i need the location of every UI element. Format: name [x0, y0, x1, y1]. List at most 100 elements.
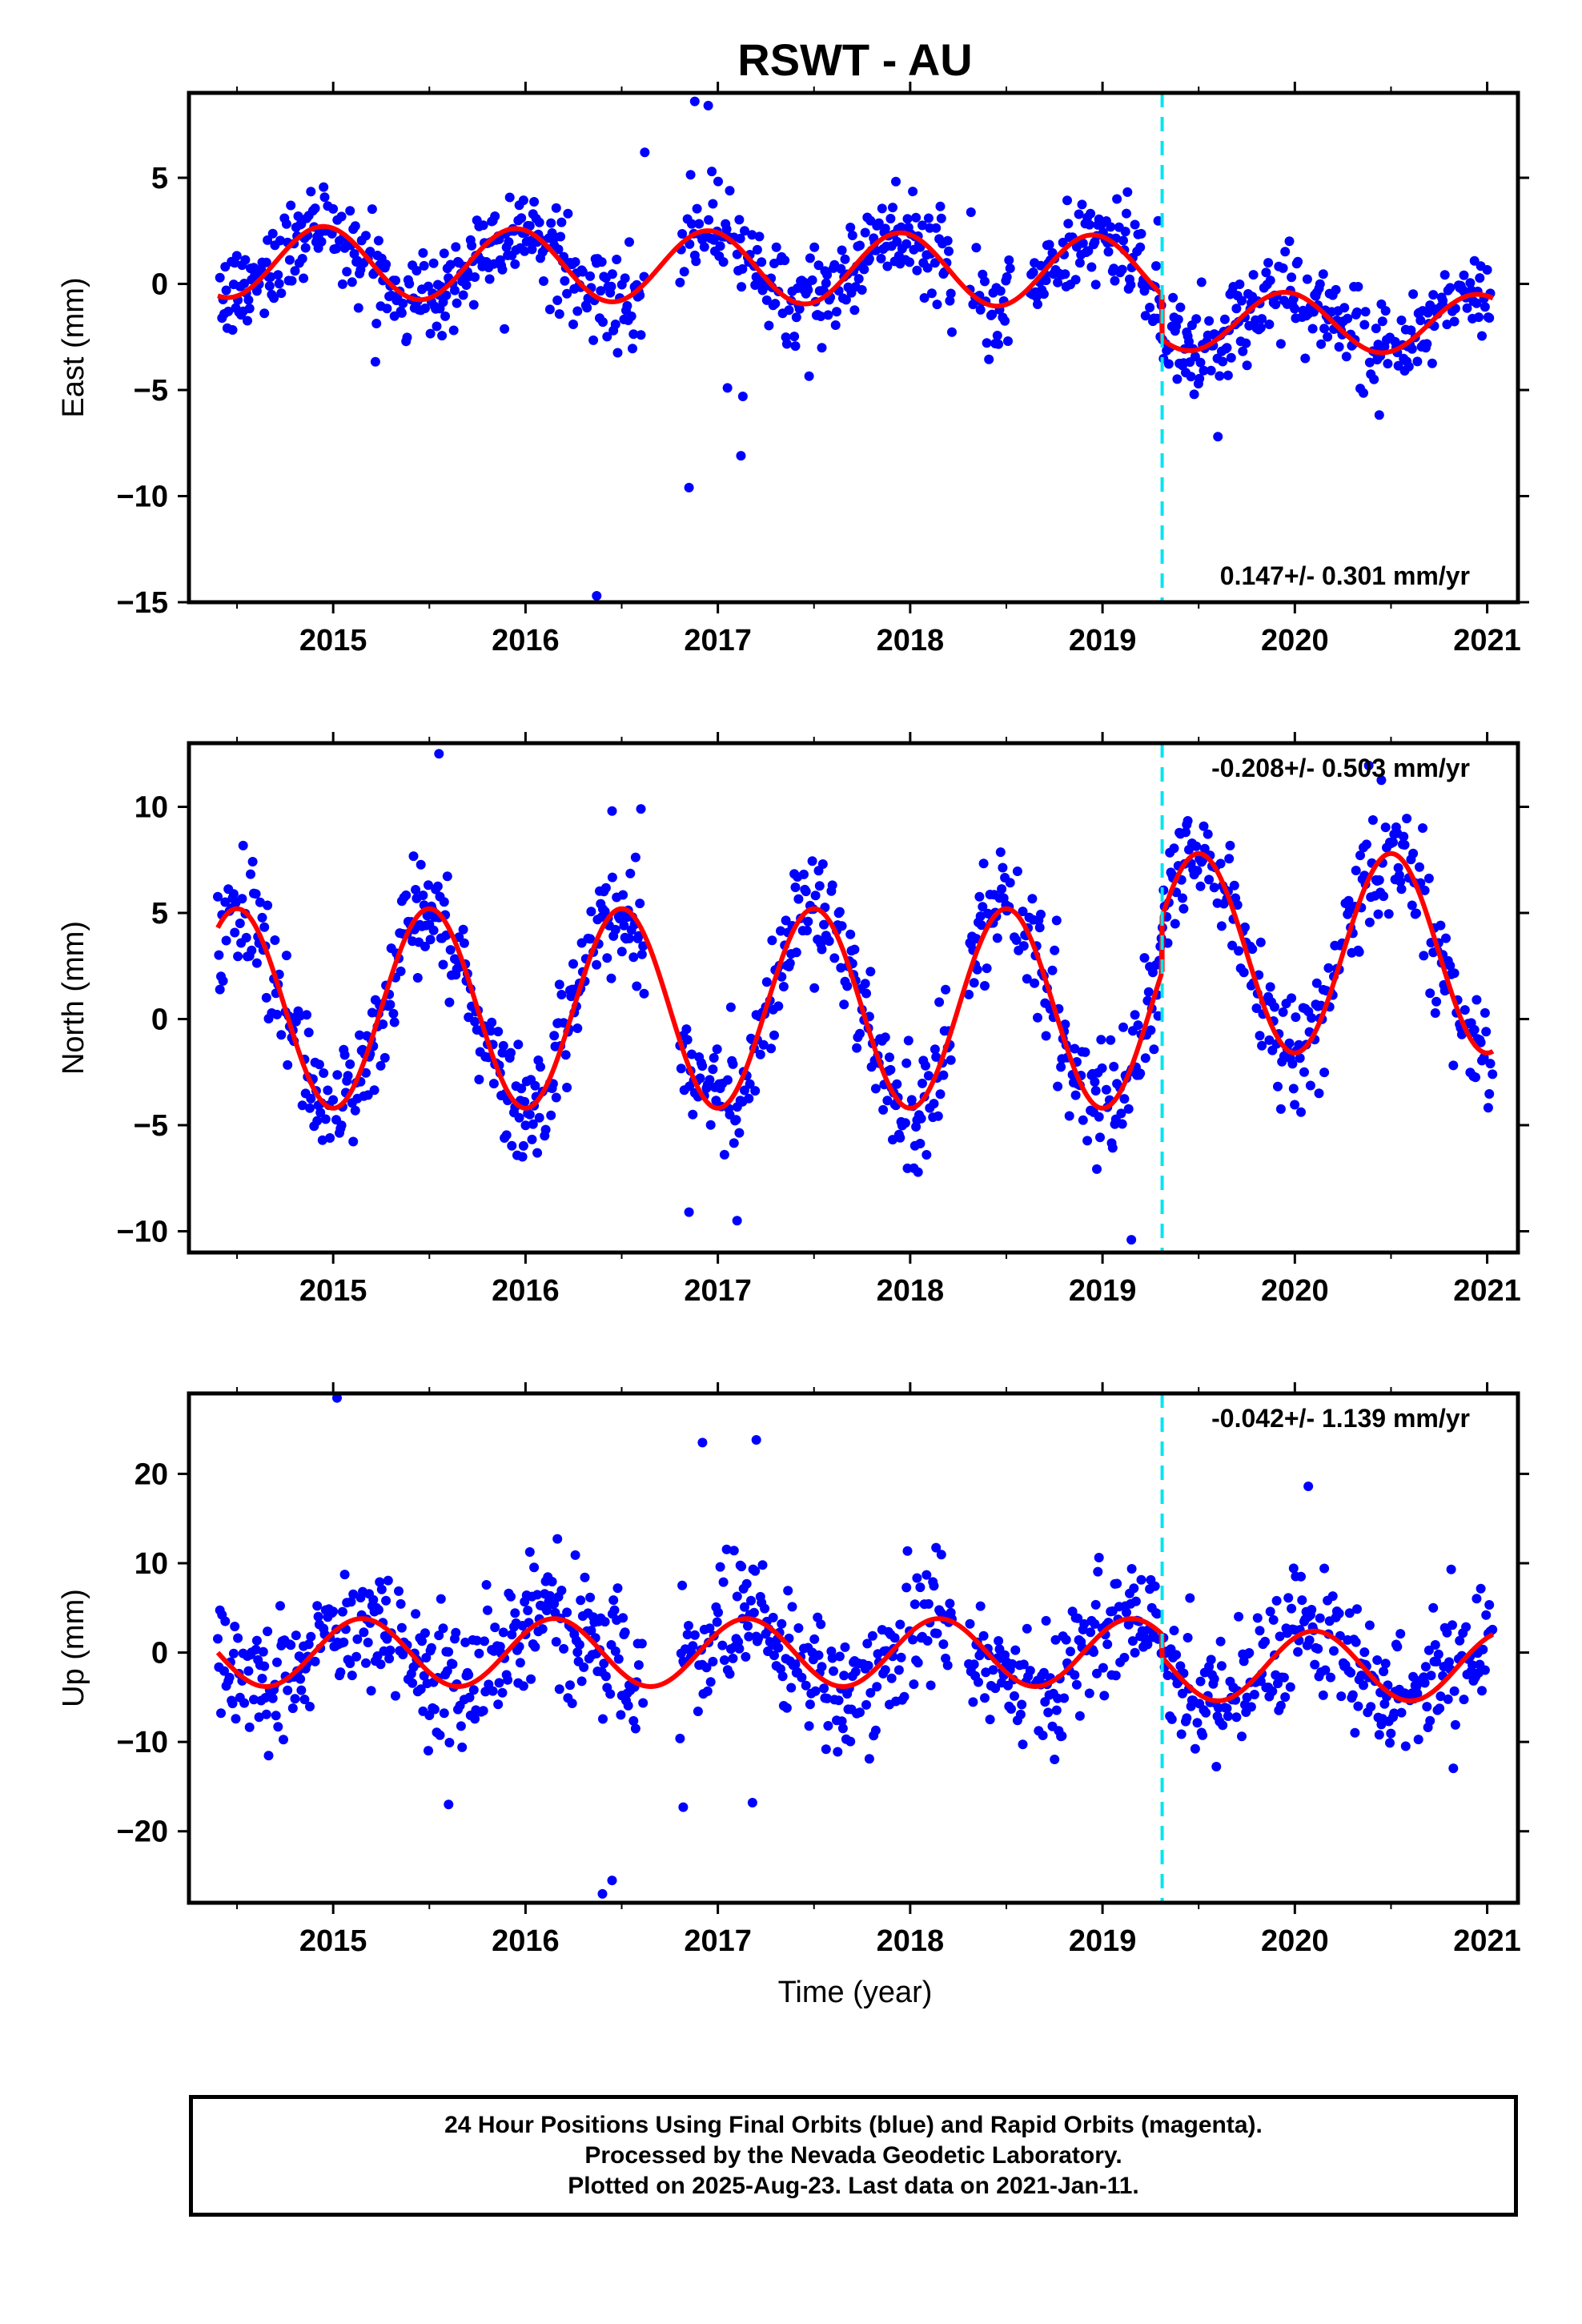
data-point — [624, 237, 634, 247]
data-point — [822, 270, 833, 280]
data-point — [1280, 247, 1291, 257]
data-point — [974, 891, 985, 902]
data-point — [773, 1001, 784, 1011]
data-point — [746, 1595, 756, 1606]
data-point — [1442, 1627, 1452, 1638]
data-point — [1319, 1563, 1330, 1574]
data-point — [437, 331, 448, 341]
data-point — [1051, 1705, 1062, 1715]
data-point — [891, 176, 901, 187]
data-point — [1063, 219, 1074, 229]
data-point — [734, 1128, 745, 1138]
data-point — [1425, 1715, 1435, 1726]
data-point — [546, 218, 556, 228]
data-point — [757, 1560, 768, 1570]
data-point — [777, 1671, 788, 1682]
data-point — [1480, 1665, 1490, 1675]
data-point — [758, 1039, 769, 1050]
data-point — [456, 1721, 466, 1731]
data-point — [722, 1075, 733, 1085]
data-point — [936, 1550, 946, 1560]
data-point — [598, 1714, 608, 1724]
data-point — [1244, 1648, 1255, 1658]
data-point — [1287, 272, 1297, 283]
data-point — [885, 1064, 896, 1075]
data-point — [882, 261, 893, 271]
data-point — [428, 258, 439, 268]
data-point — [1428, 290, 1439, 300]
data-point — [873, 218, 884, 228]
data-point — [444, 1647, 454, 1657]
data-point — [310, 203, 320, 214]
data-point — [923, 1598, 934, 1609]
fit-curve — [215, 1616, 1165, 1689]
data-point — [1178, 893, 1187, 903]
data-point — [832, 307, 841, 317]
rate-label: -0.042+/- 1.139 mm/yr — [1211, 1404, 1470, 1433]
data-point — [460, 1637, 471, 1647]
x-tick-label: 2017 — [684, 624, 752, 657]
data-point — [1234, 946, 1244, 956]
data-point — [1218, 356, 1228, 367]
data-point — [228, 1648, 239, 1659]
data-point — [1359, 320, 1370, 330]
data-point — [628, 344, 637, 354]
data-point — [388, 1008, 399, 1019]
data-point — [257, 912, 267, 923]
data-point — [468, 1685, 479, 1695]
data-point — [438, 959, 448, 970]
data-point — [942, 235, 953, 246]
data-point — [513, 1039, 524, 1050]
data-point — [257, 1674, 267, 1683]
data-point — [1050, 1755, 1060, 1764]
data-point — [1070, 275, 1081, 285]
data-point — [889, 1633, 900, 1643]
data-point — [1465, 278, 1476, 288]
data-point — [263, 1751, 274, 1761]
y-tick-label: 5 — [151, 897, 168, 931]
data-point — [1225, 840, 1235, 850]
data-point — [361, 231, 371, 241]
data-point — [261, 257, 271, 267]
data-point — [729, 1546, 739, 1556]
x-tick-label: 2019 — [1069, 1274, 1137, 1308]
data-point — [804, 1721, 814, 1731]
data-point — [398, 1650, 408, 1659]
data-point — [1234, 1611, 1244, 1622]
data-point — [1271, 1595, 1282, 1606]
data-point — [389, 1017, 400, 1027]
data-point — [847, 231, 857, 240]
caption-line-3: Plotted on 2025-Aug-23. Last data on 202… — [568, 2173, 1139, 2199]
data-point — [306, 1631, 316, 1642]
data-point — [740, 1602, 749, 1612]
data-point — [243, 316, 252, 326]
data-point — [240, 255, 251, 265]
data-point — [503, 1675, 513, 1685]
data-point — [1175, 1661, 1186, 1671]
data-point — [793, 1623, 804, 1633]
data-point — [259, 922, 270, 932]
data-point — [892, 236, 902, 247]
data-point — [705, 1677, 716, 1687]
data-point — [740, 226, 749, 236]
data-point — [1435, 920, 1446, 931]
data-point — [1133, 1020, 1143, 1031]
data-point — [817, 859, 828, 869]
data-point — [281, 219, 291, 229]
data-point — [1264, 320, 1275, 329]
data-point — [1469, 1024, 1480, 1035]
data-point — [1363, 760, 1374, 770]
data-point — [766, 1043, 777, 1054]
data-point — [1314, 1088, 1324, 1099]
data-point — [682, 1630, 693, 1640]
data-point — [689, 1630, 700, 1640]
data-point — [1223, 370, 1233, 380]
data-point — [1004, 255, 1014, 265]
data-point — [468, 300, 479, 310]
data-point — [391, 1691, 400, 1701]
data-point — [988, 1665, 998, 1675]
data-point — [328, 1095, 339, 1105]
data-point — [1415, 862, 1424, 872]
data-point — [767, 935, 777, 946]
data-point — [263, 1626, 273, 1637]
